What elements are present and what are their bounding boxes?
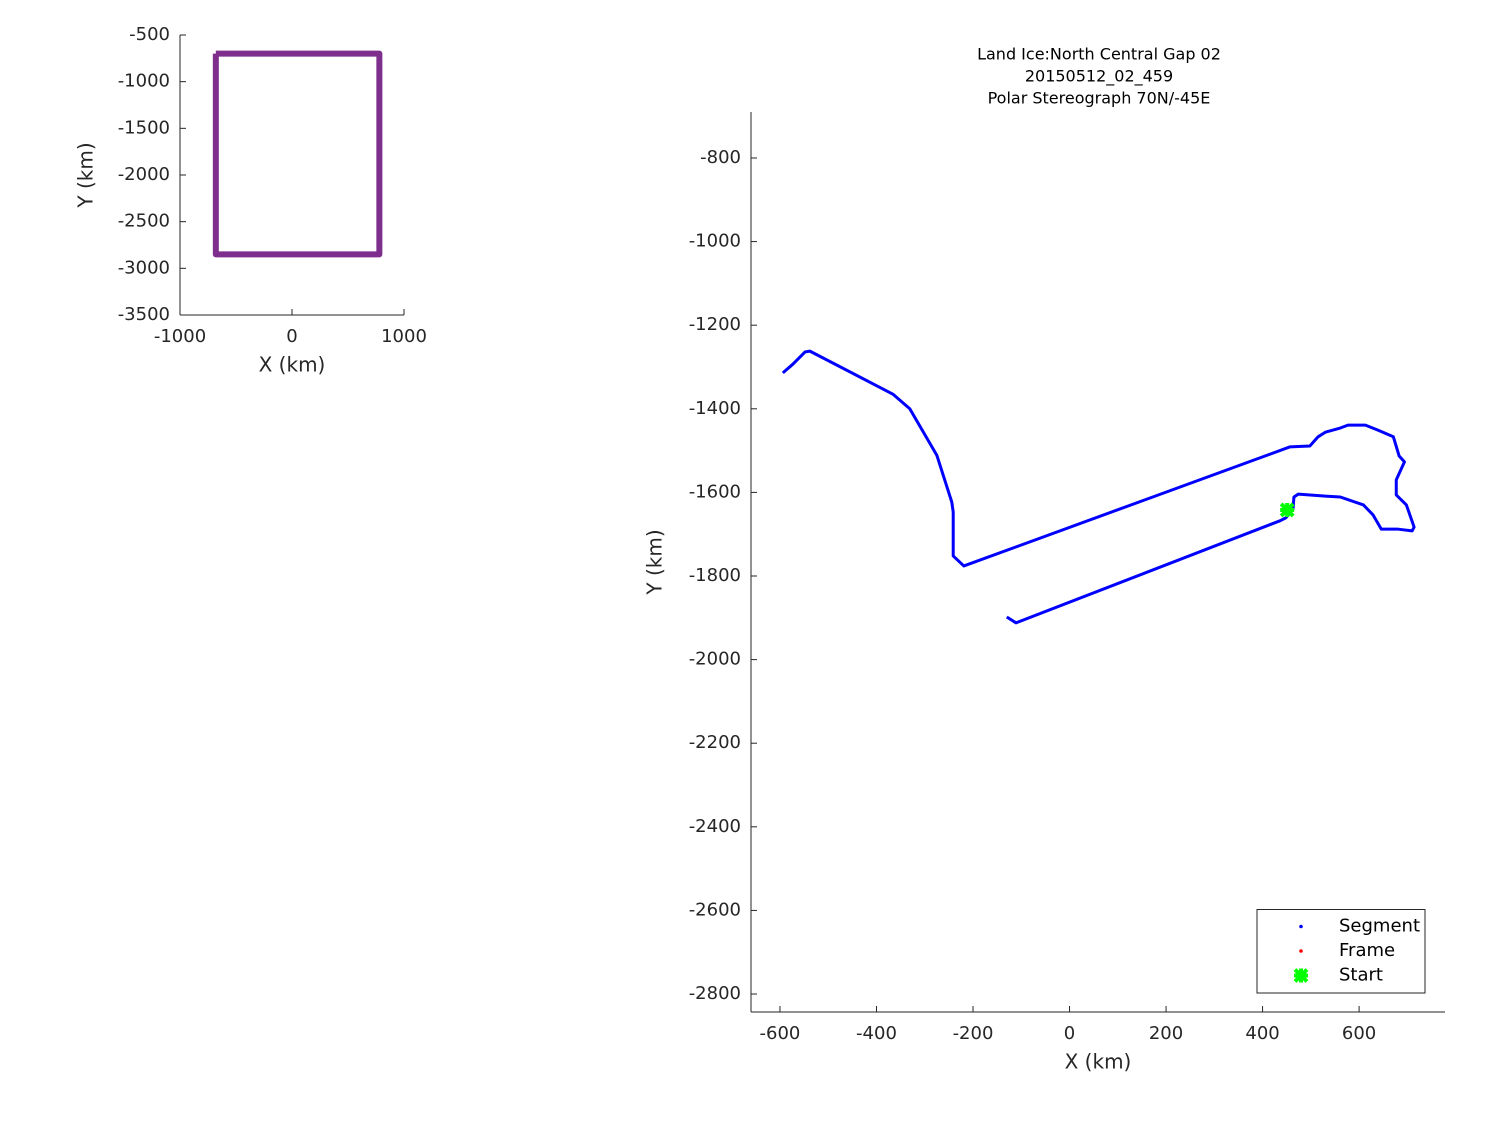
y-tick-label: -800 <box>700 147 741 168</box>
y-tick-label: -2000 <box>118 164 170 185</box>
track-line <box>781 349 1416 625</box>
legend-marker <box>1299 924 1303 929</box>
x-tick-label: -400 <box>856 1023 897 1044</box>
x-tick-label: 600 <box>1342 1023 1376 1044</box>
y-tick-label: -2600 <box>689 899 741 920</box>
y-tick-label: -1200 <box>689 314 741 335</box>
x-tick-label: 0 <box>1064 1023 1075 1044</box>
y-tick-label: -3000 <box>118 257 170 278</box>
y-axis-label: Y (km) <box>74 142 98 208</box>
y-tick-label: -1400 <box>689 398 741 419</box>
legend-marker <box>1293 968 1309 983</box>
y-tick-label: -1500 <box>118 117 170 138</box>
chart-title: Land Ice:North Central Gap 02 <box>977 45 1221 64</box>
x-tick-label: 1000 <box>381 326 427 347</box>
x-tick-label: -1000 <box>154 326 206 347</box>
y-tick-label: -3500 <box>118 304 170 325</box>
chart-title: 20150512_02_459 <box>1025 67 1173 87</box>
y-tick-label: -2800 <box>689 983 741 1004</box>
legend-marker <box>1299 949 1303 953</box>
x-axis-label: X (km) <box>1065 1050 1132 1074</box>
legend-label: Segment <box>1339 916 1420 937</box>
x-tick-label: -600 <box>760 1023 801 1044</box>
x-tick-label: 0 <box>286 326 297 347</box>
legend-label: Start <box>1339 965 1383 986</box>
y-tick-label: -2400 <box>689 816 741 837</box>
y-tick-label: -2000 <box>689 649 741 670</box>
track-line <box>212 50 383 258</box>
y-axis-label: Y (km) <box>643 529 667 595</box>
y-tick-label: -1000 <box>118 71 170 92</box>
legend-label: Frame <box>1339 940 1395 961</box>
y-tick-label: -2200 <box>689 732 741 753</box>
x-axis-label: X (km) <box>259 353 326 377</box>
x-tick-label: -200 <box>953 1023 994 1044</box>
y-tick-label: -2500 <box>118 211 170 232</box>
y-tick-label: -1600 <box>689 481 741 502</box>
y-tick-label: -500 <box>129 24 170 45</box>
legend-box <box>1256 909 1426 994</box>
chart-title: Polar Stereograph 70N/-45E <box>988 89 1211 108</box>
y-tick-label: -1000 <box>689 231 741 252</box>
x-tick-label: 400 <box>1245 1023 1279 1044</box>
y-tick-label: -1800 <box>689 565 741 586</box>
x-tick-label: 200 <box>1149 1023 1183 1044</box>
start-marker <box>1279 502 1295 518</box>
